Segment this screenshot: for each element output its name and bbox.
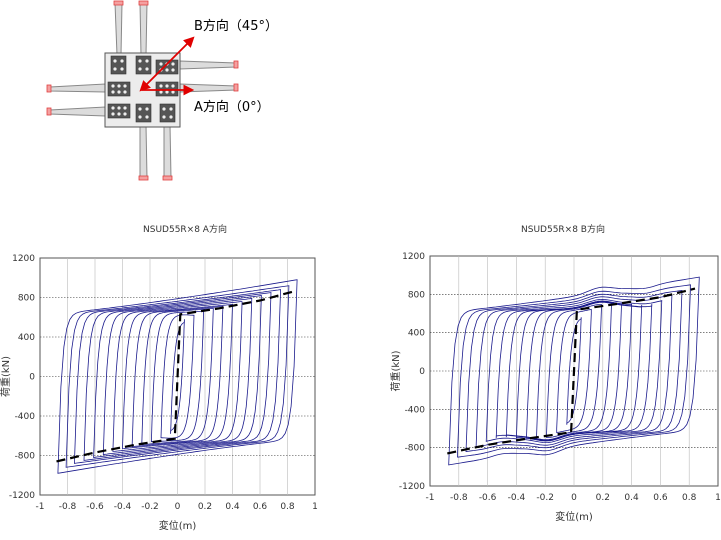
x-tick-label: -1 xyxy=(426,493,435,503)
x-tick-label: 0 xyxy=(571,493,577,503)
chart-b-direction: NSUD55R×8 B方向 -1 -0.8 -0.6 -0.4 -0.2 0 0.2 0.4 0… xyxy=(385,220,721,535)
y-axis-label: 荷重(kN) xyxy=(0,356,12,397)
hysteresis-loop xyxy=(112,301,243,452)
chart-a-plot: -1 -0.8 -0.6 -0.4 -0.2 0 0.2 0.4 0.6 0.8 1 -1200 -80… xyxy=(0,254,318,532)
hysteresis-loop xyxy=(495,301,653,441)
x-tick-label: 0.4 xyxy=(624,493,639,503)
hysteresis-loop xyxy=(83,292,272,461)
chart-b-plot: -1 -0.8 -0.6 -0.4 -0.2 0 0.2 0.4 0.6 0.8 1 -1200 -80… xyxy=(389,252,721,523)
skeleton-curve xyxy=(447,287,696,455)
hysteresis-loop xyxy=(485,298,663,444)
x-tick-label: -0.2 xyxy=(536,493,554,503)
hysteresis-loop xyxy=(465,290,683,452)
y-axis-label: 荷重(kN) xyxy=(389,350,402,391)
hysteresis-loops xyxy=(56,279,298,474)
x-tick-label: -0.4 xyxy=(508,493,526,503)
y-tick-label: 400 xyxy=(18,333,35,343)
hysteresis-loop xyxy=(448,276,700,466)
x-tick-label: 1 xyxy=(312,502,318,512)
x-tick-label: -1 xyxy=(36,502,45,512)
hysteresis-loop xyxy=(73,289,282,464)
hysteresis-loop xyxy=(457,284,692,458)
x-tick-label: 0.6 xyxy=(653,493,668,503)
chart-title: NSUD55R×8 B方向 xyxy=(521,225,605,235)
x-tick-label: 0.8 xyxy=(682,493,697,503)
y-tick-label: -1200 xyxy=(399,482,425,492)
y-tick-label: 1200 xyxy=(12,254,35,264)
x-tick-label: 0.2 xyxy=(596,493,610,503)
skeleton-curve xyxy=(56,290,294,463)
y-tick-label: -400 xyxy=(15,412,36,422)
x-tick-label: -0.8 xyxy=(450,493,468,503)
x-tick-label: -0.4 xyxy=(114,502,132,512)
x-tick-label: 0 xyxy=(175,502,181,512)
x-axis-label: 変位(m) xyxy=(159,519,197,532)
hysteresis-loop xyxy=(122,303,233,450)
hysteresis-loop xyxy=(57,279,298,474)
x-tick-label: -0.6 xyxy=(86,502,104,512)
x-tick-label: 0.8 xyxy=(280,502,295,512)
hysteresis-loop xyxy=(102,298,253,455)
direction-b-arrow xyxy=(139,36,195,92)
hysteresis-loop xyxy=(131,305,224,448)
hysteresis-loops xyxy=(447,276,700,466)
x-tick-label: -0.8 xyxy=(59,502,77,512)
y-tick-label: -1200 xyxy=(9,491,35,501)
hysteresis-loop xyxy=(65,285,290,468)
y-tick-label: 400 xyxy=(408,329,425,339)
y-tick-label: -800 xyxy=(405,444,426,454)
direction-a-label: A方向（0°） xyxy=(194,99,270,115)
chart-title: NSUD55R×8 A方向 xyxy=(143,225,227,235)
y-tick-label: -400 xyxy=(405,405,426,415)
hysteresis-loop xyxy=(93,295,262,458)
y-tick-label: 0 xyxy=(29,373,35,383)
direction-b-label: B方向（45°） xyxy=(194,18,278,34)
y-tick-label: 0 xyxy=(419,367,425,377)
y-tick-label: 1200 xyxy=(402,252,425,262)
x-tick-label: -0.6 xyxy=(479,493,497,503)
y-tick-label: -800 xyxy=(15,452,36,462)
x-tick-label: 0.6 xyxy=(253,502,268,512)
hysteresis-loop xyxy=(536,301,612,441)
x-axis-label: 変位(m) xyxy=(555,510,593,523)
damper-ends xyxy=(46,0,239,181)
chart-a-direction: NSUD55R×8 A方向 -1 -0.8 -0.6 -0.4 -0.2 0 0.2 0.4 0… xyxy=(0,220,330,535)
x-tick-label: 1 xyxy=(715,493,721,503)
x-tick-label: 0.2 xyxy=(198,502,212,512)
x-tick-label: -0.2 xyxy=(141,502,159,512)
isolator-layout-diagram: B方向（45°） A方向（0°） xyxy=(46,0,278,181)
hysteresis-loop xyxy=(556,308,592,434)
y-tick-label: 800 xyxy=(18,294,35,304)
y-tick-label: 800 xyxy=(408,290,425,300)
hysteresis-loop xyxy=(141,308,214,445)
x-tick-label: 0.4 xyxy=(225,502,240,512)
